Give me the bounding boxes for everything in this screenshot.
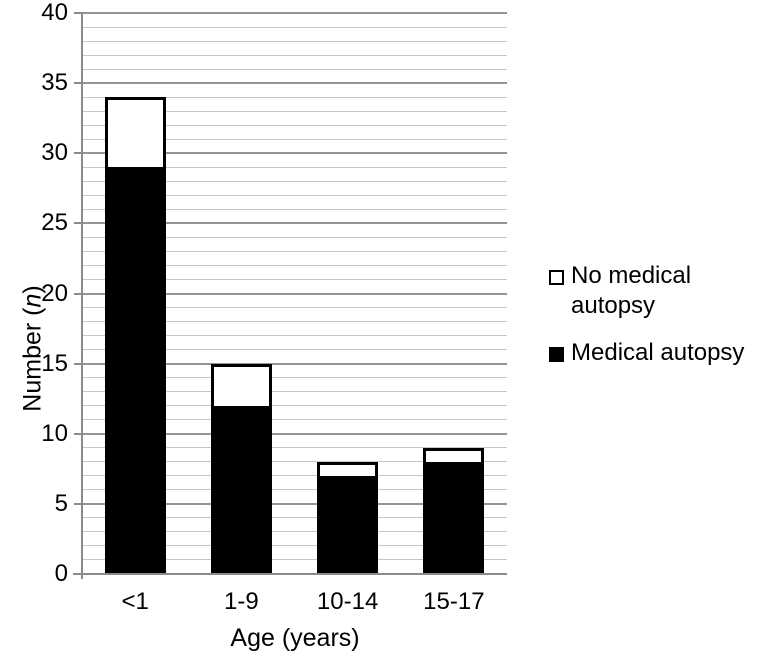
x-tick-label: 15-17 [423, 588, 485, 615]
major-gridline [82, 82, 507, 85]
legend-label: Medical autopsy [571, 339, 745, 366]
bar-segment-no-medical-autopsy [213, 366, 269, 406]
y-axis-title-italic-n: n [18, 293, 47, 308]
y-tick-mark [74, 432, 82, 435]
bar-segment-medical-autopsy [213, 405, 269, 571]
legend-swatch-no-medical-autopsy [549, 270, 564, 285]
bar-segment-no-medical-autopsy [426, 450, 482, 462]
y-tick-mark [74, 362, 82, 365]
legend-label: No medical autopsy [571, 262, 692, 319]
y-tick-mark [74, 152, 82, 155]
x-axis-line [73, 573, 507, 575]
x-tick-label: 1-9 [224, 588, 259, 615]
minor-gridline [82, 40, 507, 42]
y-tick-label: 5 [54, 489, 68, 517]
bar-10-14 [317, 461, 379, 574]
y-axis-line [81, 13, 83, 579]
x-tick-label: <1 [121, 588, 149, 615]
y-tick-label: 30 [41, 139, 68, 167]
legend-swatch-medical-autopsy [549, 347, 564, 362]
y-tick-mark [74, 82, 82, 85]
y-tick-label: 10 [41, 419, 68, 447]
y-axis-title-prefix: Number ( [18, 307, 47, 412]
x-axis-title: Age (years) [230, 624, 360, 652]
bar-1-9 [210, 363, 272, 574]
y-tick-label: 20 [41, 279, 68, 307]
y-tick-mark [74, 12, 82, 14]
y-tick-label: 40 [41, 0, 68, 26]
bar-segment-no-medical-autopsy [320, 464, 376, 476]
minor-gridline [82, 26, 507, 28]
y-tick-label: 0 [54, 560, 68, 587]
bar-segment-medical-autopsy [320, 475, 376, 571]
legend: No medical autopsy Medical autopsy [549, 261, 773, 368]
bar-15-17 [423, 447, 485, 574]
y-tick-label: 35 [41, 69, 68, 97]
legend-item-no-medical-autopsy: No medical autopsy [549, 261, 773, 321]
x-tick-label: 10-14 [316, 588, 379, 615]
bar-segment-no-medical-autopsy [107, 100, 163, 168]
minor-gridline [82, 68, 507, 70]
bar-<1 [104, 97, 166, 574]
y-axis-title-suffix: ) [18, 285, 47, 294]
minor-gridline [82, 54, 507, 56]
legend-item-medical-autopsy: Medical autopsy [549, 338, 773, 368]
bar-segment-medical-autopsy [426, 461, 482, 571]
y-tick-label: 15 [41, 349, 68, 377]
y-tick-mark [74, 292, 82, 295]
y-tick-mark [74, 502, 82, 505]
y-axis-title: Number (n) [19, 219, 48, 479]
y-tick-mark [74, 222, 82, 225]
y-tick-label: 25 [41, 209, 68, 237]
major-gridline [82, 12, 507, 14]
bar-segment-medical-autopsy [107, 167, 163, 571]
